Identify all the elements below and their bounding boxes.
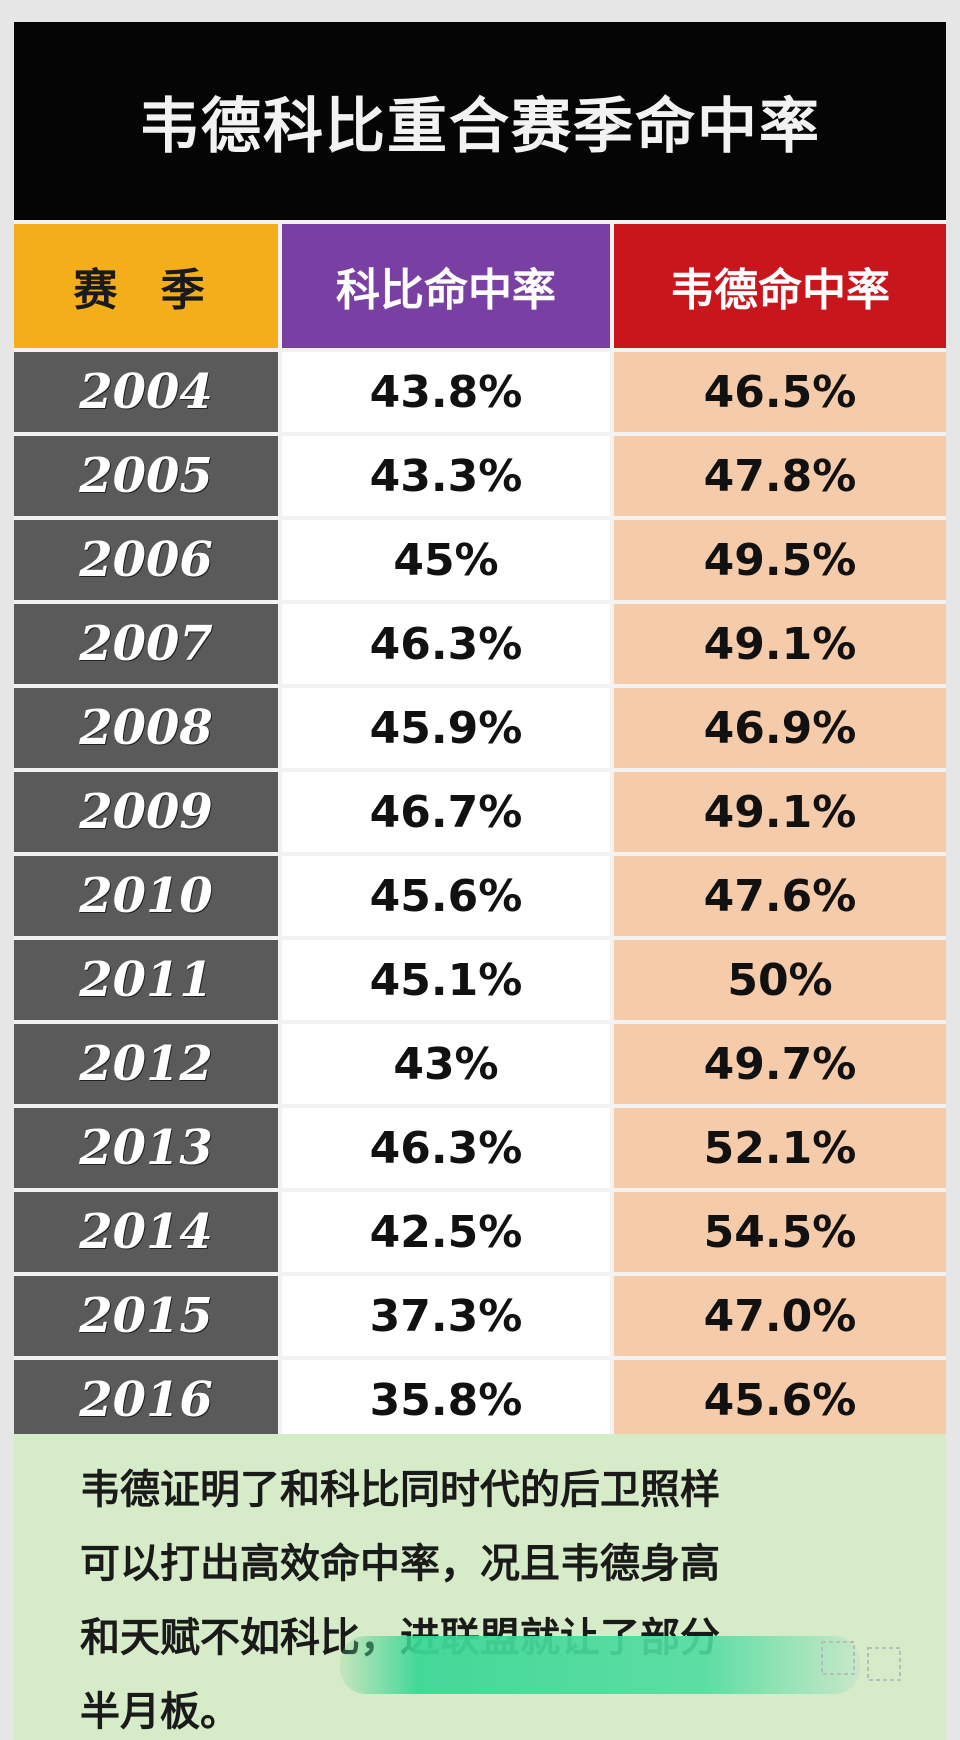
note-line: 韦德证明了和科比同时代的后卫照样	[80, 1467, 720, 1513]
wade-fg-cell: 49.1%	[614, 772, 946, 852]
table-row: 2011 45.1% 50%	[14, 940, 946, 1020]
note-line: 半月板。	[80, 1689, 240, 1735]
table-row: 2006 45% 49.5%	[14, 520, 946, 600]
wade-fg-cell: 49.7%	[614, 1024, 946, 1104]
wade-fg-cell: 54.5%	[614, 1192, 946, 1272]
table-row: 2015 37.3% 47.0%	[14, 1276, 946, 1356]
table-row: 2012 43% 49.7%	[14, 1024, 946, 1104]
table-row: 2010 45.6% 47.6%	[14, 856, 946, 936]
season-cell: 2005	[14, 436, 278, 516]
wade-fg-cell: 46.9%	[614, 688, 946, 768]
wade-fg-cell: 46.5%	[614, 352, 946, 432]
season-cell: 2006	[14, 520, 278, 600]
kobe-fg-cell: 45.9%	[282, 688, 610, 768]
header-wade-fg: 韦德命中率	[614, 224, 946, 348]
kobe-fg-cell: 45.1%	[282, 940, 610, 1020]
watermark-icon	[820, 1640, 856, 1676]
season-cell: 2014	[14, 1192, 278, 1272]
kobe-fg-cell: 46.3%	[282, 604, 610, 684]
kobe-fg-cell: 43.8%	[282, 352, 610, 432]
wade-fg-cell: 47.0%	[614, 1276, 946, 1356]
stats-table-image: 韦德科比重合赛季命中率 赛 季 科比命中率 韦德命中率 2004 43.8% 46.…	[14, 22, 946, 1740]
season-cell: 2015	[14, 1276, 278, 1356]
header-season: 赛 季	[14, 224, 278, 348]
kobe-fg-cell: 35.8%	[282, 1360, 610, 1440]
season-cell: 2007	[14, 604, 278, 684]
season-cell: 2009	[14, 772, 278, 852]
wade-fg-cell: 47.8%	[614, 436, 946, 516]
kobe-fg-cell: 46.3%	[282, 1108, 610, 1188]
header-kobe-fg: 科比命中率	[282, 224, 610, 348]
wade-fg-cell: 45.6%	[614, 1360, 946, 1440]
kobe-fg-cell: 45.6%	[282, 856, 610, 936]
kobe-fg-cell: 42.5%	[282, 1192, 610, 1272]
kobe-fg-cell: 43.3%	[282, 436, 610, 516]
note-line: 可以打出高效命中率，况且韦德身高	[80, 1541, 720, 1587]
wade-fg-cell: 47.6%	[614, 856, 946, 936]
season-cell: 2013	[14, 1108, 278, 1188]
table-row: 2007 46.3% 49.1%	[14, 604, 946, 684]
blur-smudge	[340, 1636, 860, 1694]
season-cell: 2012	[14, 1024, 278, 1104]
season-cell: 2016	[14, 1360, 278, 1440]
wade-fg-cell: 50%	[614, 940, 946, 1020]
table-row: 2005 43.3% 47.8%	[14, 436, 946, 516]
table-row: 2004 43.8% 46.5%	[14, 352, 946, 432]
watermark-icon-2	[866, 1646, 902, 1682]
season-cell: 2010	[14, 856, 278, 936]
season-cell: 2004	[14, 352, 278, 432]
kobe-fg-cell: 45%	[282, 520, 610, 600]
wade-fg-cell: 52.1%	[614, 1108, 946, 1188]
table-row: 2008 45.9% 46.9%	[14, 688, 946, 768]
wade-fg-cell: 49.5%	[614, 520, 946, 600]
note-box: 韦德证明了和科比同时代的后卫照样可以打出高效命中率，况且韦德身高和天赋不如科比，…	[14, 1434, 946, 1740]
kobe-fg-cell: 43%	[282, 1024, 610, 1104]
table-row: 2014 42.5% 54.5%	[14, 1192, 946, 1272]
season-cell: 2011	[14, 940, 278, 1020]
table-title: 韦德科比重合赛季命中率	[14, 22, 946, 220]
table-row: 2013 46.3% 52.1%	[14, 1108, 946, 1188]
wade-fg-cell: 49.1%	[614, 604, 946, 684]
kobe-fg-cell: 37.3%	[282, 1276, 610, 1356]
kobe-fg-cell: 46.7%	[282, 772, 610, 852]
table-row: 2016 35.8% 45.6%	[14, 1360, 946, 1440]
table-row: 2009 46.7% 49.1%	[14, 772, 946, 852]
season-cell: 2008	[14, 688, 278, 768]
